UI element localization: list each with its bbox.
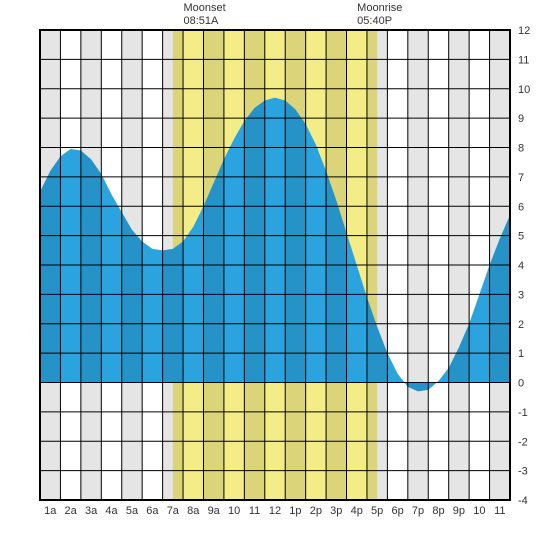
y-tick-label: 4 <box>518 260 524 272</box>
y-tick-label: 12 <box>518 25 530 37</box>
x-tick-label: 9p <box>453 505 465 517</box>
x-tick-label: 5a <box>126 505 139 517</box>
moonset-annotation: Moonset08:51A <box>183 2 225 28</box>
x-tick-label: 8p <box>432 505 444 517</box>
y-tick-label: -2 <box>518 436 528 448</box>
x-tick-label: 1a <box>44 505 57 517</box>
moonrise-annotation: Moonrise05:40P <box>357 2 402 28</box>
chart-canvas: -4-3-2-101234567891011121a2a3a4a5a6a7a8a… <box>0 0 550 550</box>
annotation-time: 05:40P <box>357 15 402 28</box>
x-tick-label: 8a <box>187 505 200 517</box>
y-tick-label: 3 <box>518 289 524 301</box>
x-tick-label: 7a <box>167 505 180 517</box>
x-tick-label: 6p <box>391 505 403 517</box>
y-tick-label: -3 <box>518 466 528 478</box>
x-tick-label: 1p <box>289 505 301 517</box>
tide-chart: -4-3-2-101234567891011121a2a3a4a5a6a7a8a… <box>0 0 550 550</box>
y-tick-label: 5 <box>518 231 524 243</box>
y-tick-label: 6 <box>518 201 524 213</box>
y-tick-label: 0 <box>518 378 524 390</box>
x-tick-label: 9a <box>208 505 221 517</box>
y-tick-label: 10 <box>518 84 530 96</box>
x-tick-label: 2a <box>65 505 78 517</box>
y-tick-label: 9 <box>518 113 524 125</box>
y-tick-label: 11 <box>518 54 529 66</box>
x-tick-label: 11 <box>249 505 260 517</box>
y-tick-label: 2 <box>518 319 524 331</box>
y-tick-label: -4 <box>518 495 528 507</box>
x-tick-label: 10 <box>473 505 485 517</box>
y-tick-label: 7 <box>518 172 524 184</box>
x-tick-label: 6a <box>146 505 159 517</box>
x-tick-label: 10 <box>228 505 240 517</box>
x-tick-label: 3a <box>85 505 98 517</box>
annotation-label: Moonrise <box>357 2 402 15</box>
y-tick-label: 8 <box>518 143 524 155</box>
x-tick-label: 2p <box>310 505 322 517</box>
y-tick-label: -1 <box>518 407 528 419</box>
x-tick-label: 4a <box>105 505 118 517</box>
annotation-time: 08:51A <box>183 15 225 28</box>
x-tick-label: 11 <box>494 505 505 517</box>
x-tick-label: 7p <box>412 505 424 517</box>
annotation-label: Moonset <box>183 2 225 15</box>
y-tick-label: 1 <box>518 348 524 360</box>
x-tick-label: 12 <box>269 505 281 517</box>
x-tick-label: 3p <box>330 505 342 517</box>
x-tick-label: 5p <box>371 505 383 517</box>
x-tick-label: 4p <box>351 505 363 517</box>
